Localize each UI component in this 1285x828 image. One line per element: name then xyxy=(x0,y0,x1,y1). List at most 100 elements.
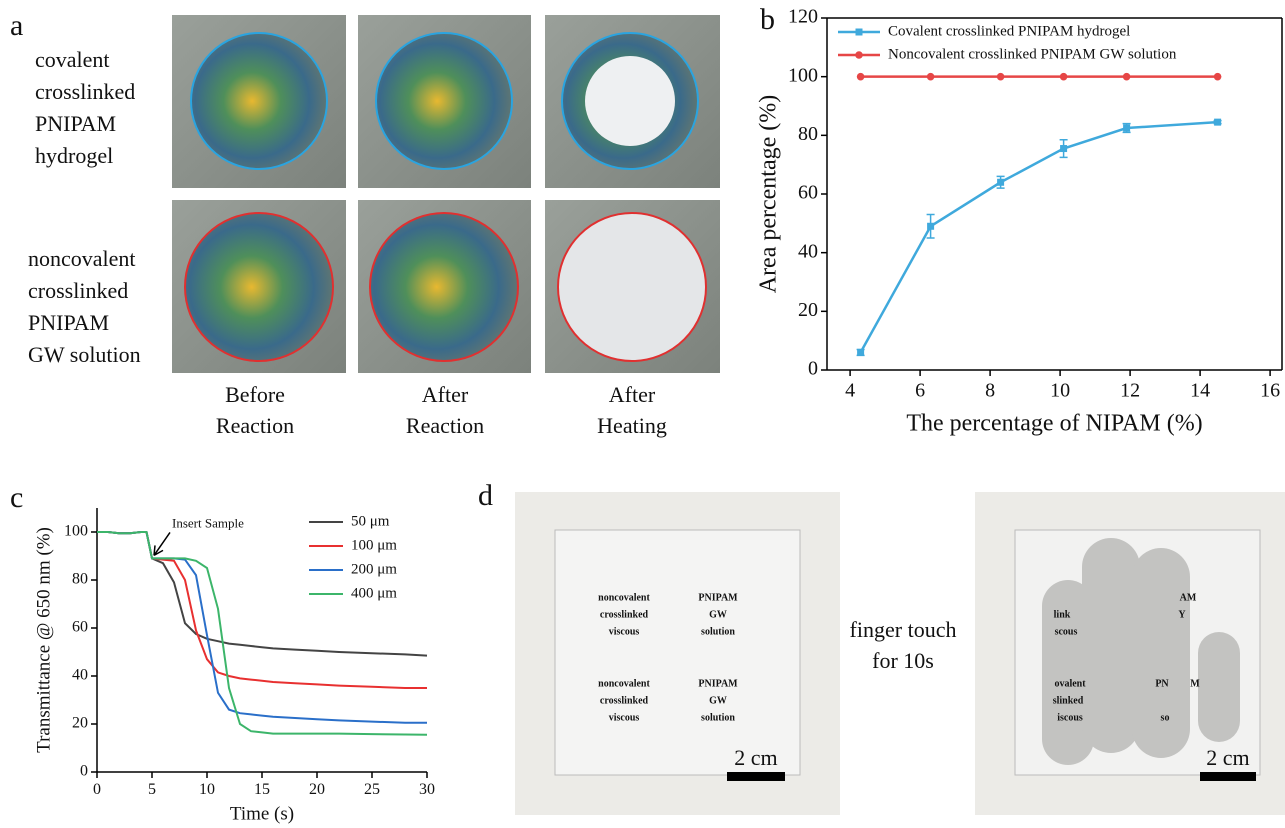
photo-grid xyxy=(172,15,720,373)
y-tick-label: 100 xyxy=(788,64,818,86)
marker xyxy=(1122,72,1131,81)
y-tick-label: 20 xyxy=(72,715,88,732)
panel-label: d xyxy=(478,479,493,512)
finger-print xyxy=(1198,632,1240,742)
panel-d-labels: noncovalentcrosslinkedviscousPNIPAMGWsol… xyxy=(598,592,1250,770)
x-tick-label: 25 xyxy=(364,781,380,798)
panel-a-labels: covalent crosslinked PNIPAM hydrogel noncova… xyxy=(28,47,667,438)
x-tick-label: 15 xyxy=(254,781,270,798)
row-label: noncovalent xyxy=(28,246,136,271)
y-tick-label: 120 xyxy=(788,6,818,28)
sample-circle xyxy=(184,212,334,362)
column-label: After xyxy=(422,382,469,407)
annotation: Insert Sample xyxy=(172,515,244,530)
finger-prints xyxy=(1042,538,1240,765)
glass xyxy=(554,529,801,776)
photo-text: scous xyxy=(1055,626,1078,637)
chart: b 4 6 8 10 12 14 16 0 20 40 60 80 100 120 The percentag… xyxy=(756,3,1283,437)
photo-text: link xyxy=(1054,609,1071,620)
x-tick-label: 30 xyxy=(419,781,435,798)
legend-label: Covalent crosslinked PNIPAM hydrogel xyxy=(888,23,1130,39)
photo-text: viscous xyxy=(609,626,640,637)
marker xyxy=(926,72,935,81)
legend-label: 200 μm xyxy=(351,561,397,577)
scale-bar-label: 2 cm xyxy=(1206,745,1249,770)
y-tick-label: 60 xyxy=(72,619,88,636)
column-label: Reaction xyxy=(406,413,484,438)
chart: c 0 5 10 15 20 25 30 0 20 40 60 80 100 Time (s) Transmi… xyxy=(10,481,435,824)
photo-text: viscous xyxy=(609,712,640,723)
y-tick-label: 100 xyxy=(64,523,88,540)
series-line xyxy=(859,120,1218,354)
photo-text: GW xyxy=(709,609,727,620)
panel-label: a xyxy=(10,9,23,42)
panel-label: c xyxy=(10,481,23,514)
row-label: covalent xyxy=(35,47,110,72)
y-tick-label: 80 xyxy=(72,571,88,588)
scale-bar xyxy=(727,772,785,781)
legend-marker xyxy=(855,51,863,59)
marker xyxy=(927,222,935,230)
x-tick-label: 8 xyxy=(985,380,995,402)
sample-circle xyxy=(557,212,707,362)
row-label: crosslinked xyxy=(35,79,135,104)
y-tick-label: 60 xyxy=(798,182,818,204)
panel-label: b xyxy=(760,3,775,36)
finger-print xyxy=(1082,538,1140,753)
x-tick-label: 10 xyxy=(1050,380,1070,402)
photos-d xyxy=(515,492,1285,815)
x-tick-label: 6 xyxy=(915,380,925,402)
marker xyxy=(1059,72,1068,81)
y-tick-label: 40 xyxy=(72,667,88,684)
x-tick-label: 16 xyxy=(1260,380,1280,402)
x-tick-label: 12 xyxy=(1120,380,1140,402)
finger-print xyxy=(1132,548,1190,758)
sample-circle xyxy=(369,212,519,362)
scale-bar xyxy=(1200,772,1256,781)
marker xyxy=(1123,124,1131,132)
legend-label: Noncovalent crosslinked PNIPAM GW soluti… xyxy=(888,46,1177,62)
photo-text: crosslinked xyxy=(600,609,649,620)
photo-text: so xyxy=(1161,712,1170,723)
sample-circle xyxy=(375,32,513,170)
column-label: Reaction xyxy=(216,413,294,438)
photo-text: Y xyxy=(1178,609,1186,620)
photo-text: PNIPAM xyxy=(698,592,738,603)
y-tick-label: 40 xyxy=(798,240,818,262)
series-line xyxy=(97,531,427,689)
y-tick-label: 80 xyxy=(798,123,818,145)
column-label: Before xyxy=(225,382,285,407)
marker xyxy=(1213,72,1222,81)
photo-text: noncovalent xyxy=(598,678,650,689)
marker xyxy=(857,348,865,356)
photo-text: slinked xyxy=(1053,695,1084,706)
photo-text: GW xyxy=(709,695,727,706)
y-tick-label: 0 xyxy=(80,763,88,780)
row-label: PNIPAM xyxy=(28,310,109,335)
x-tick-label: 10 xyxy=(199,781,215,798)
row-label: GW solution xyxy=(28,342,141,367)
marker xyxy=(997,178,1005,186)
caption: finger touch xyxy=(850,617,957,642)
y-axis-title: Transmittance @ 650 nm (%) xyxy=(33,527,54,753)
photo-text: noncovalent xyxy=(598,592,650,603)
x-axis-title: The percentage of NIPAM (%) xyxy=(906,411,1202,437)
photo-text: M xyxy=(1190,678,1200,689)
legend-label: 100 μm xyxy=(351,537,397,553)
marker xyxy=(1214,118,1222,126)
y-axis-title: Area percentage (%) xyxy=(756,95,782,294)
photo-text: crosslinked xyxy=(600,695,649,706)
photo-text: solution xyxy=(701,712,735,723)
x-tick-label: 20 xyxy=(309,781,325,798)
column-label: After xyxy=(609,382,656,407)
finger-print xyxy=(1042,580,1094,765)
x-tick-label: 5 xyxy=(148,781,156,798)
x-axis-title: Time (s) xyxy=(230,803,294,824)
sample-circle xyxy=(190,32,328,170)
photo-text: PNIPAM xyxy=(698,678,738,689)
column-label: Heating xyxy=(597,413,667,438)
row-label: crosslinked xyxy=(28,278,128,303)
row-label: PNIPAM xyxy=(35,111,116,136)
legend-label: 400 μm xyxy=(351,585,397,601)
